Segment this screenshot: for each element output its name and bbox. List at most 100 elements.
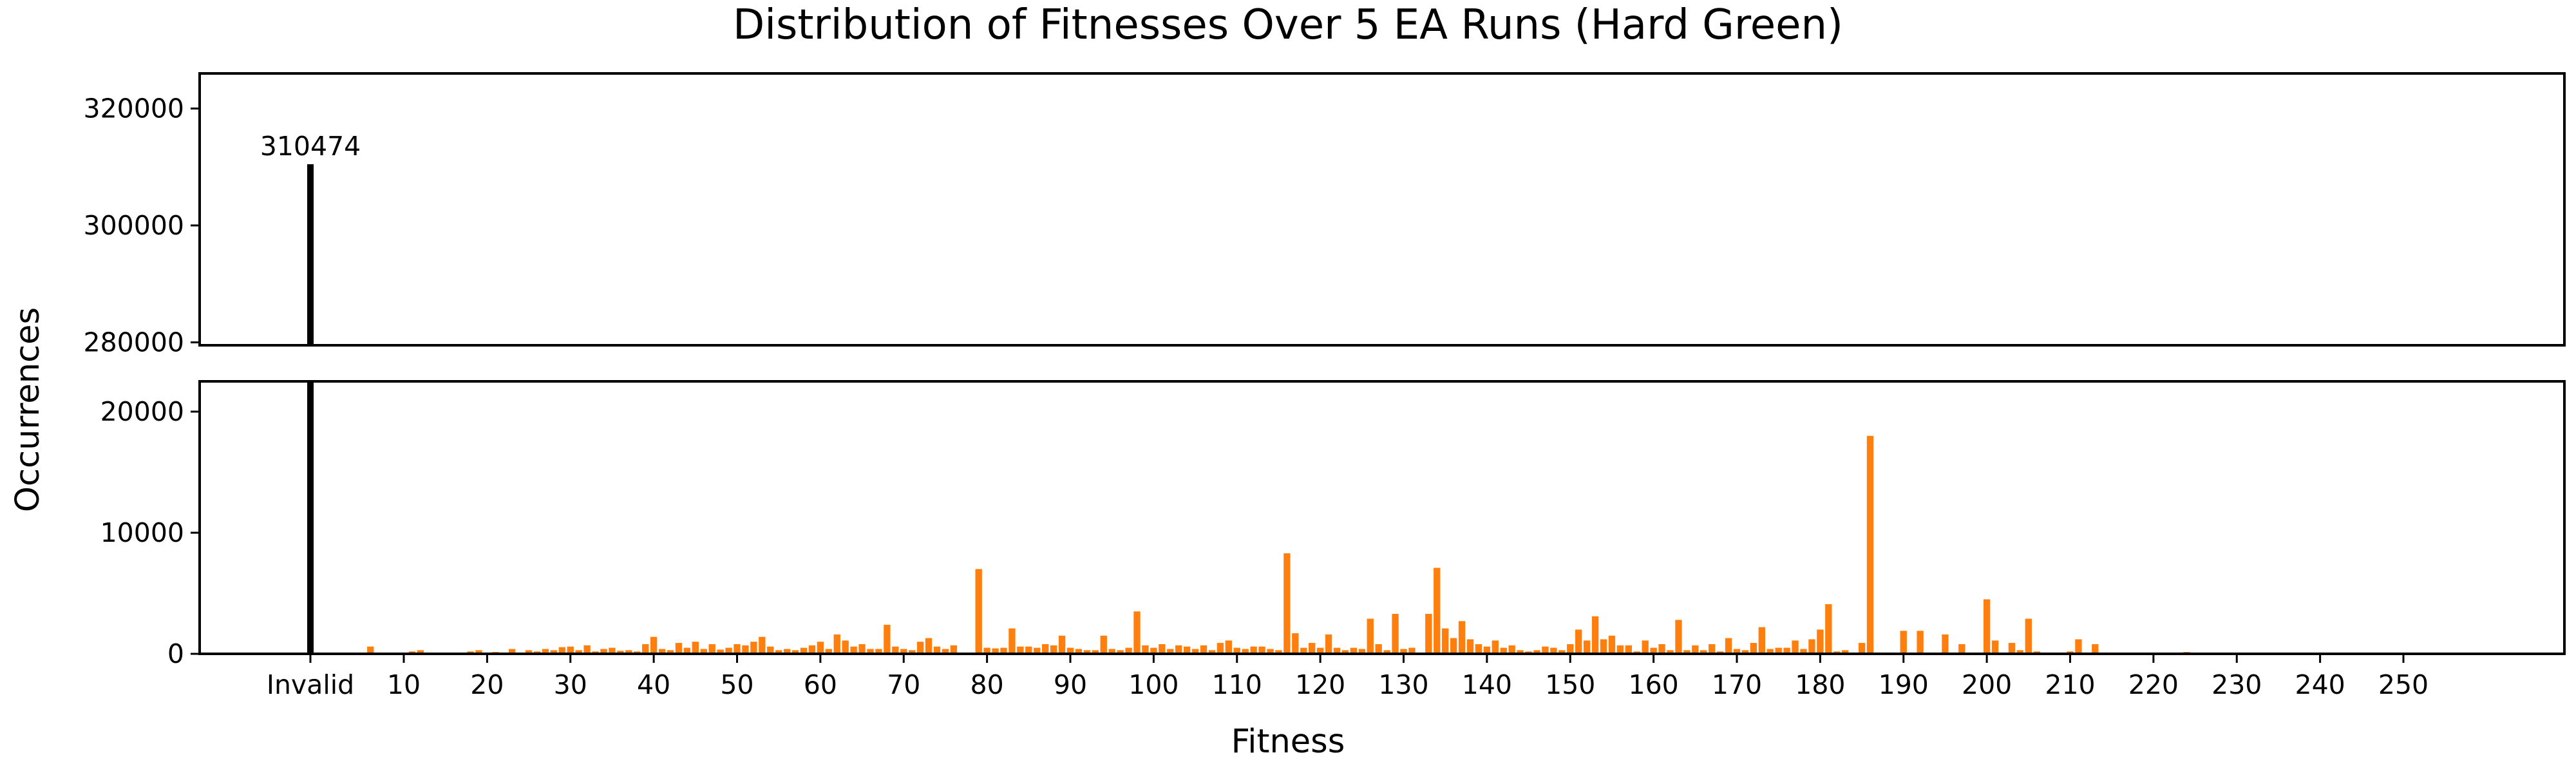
fitness-bar (2008, 643, 2016, 654)
fitness-bar (1208, 650, 1216, 654)
fitness-bar (1792, 640, 1799, 654)
fitness-bar (950, 645, 958, 654)
fitness-bar (1083, 650, 1091, 654)
fitness-bar (1658, 644, 1665, 654)
upper-panel-frame (198, 72, 2566, 347)
fitness-bar (1616, 645, 1624, 654)
fitness-bar (1558, 650, 1566, 654)
x-tick-label: 130 (1378, 669, 1428, 700)
fitness-bar (1758, 627, 1765, 654)
fitness-bar (1625, 645, 1632, 654)
x-tick-label: 110 (1212, 669, 1262, 700)
x-tick-label: 220 (2128, 669, 2179, 700)
fitness-bar (1825, 604, 1832, 654)
invalid-bar-lower (307, 381, 314, 654)
fitness-bar (1142, 645, 1149, 654)
fitness-bar (1183, 646, 1191, 654)
fitness-bar (1258, 646, 1265, 654)
fitness-bar (1475, 644, 1482, 654)
fitness-bar (975, 569, 982, 654)
fitness-bar (909, 650, 916, 654)
fitness-bar (1783, 647, 1790, 654)
fitness-bar (567, 646, 574, 654)
fitness-bar (550, 650, 558, 654)
fitness-bar (525, 650, 533, 654)
fitness-bar (417, 650, 424, 654)
fitness-bar (675, 643, 683, 654)
fitness-bar (1400, 649, 1407, 654)
fitness-bar (1942, 634, 1949, 654)
fitness-bar (1100, 635, 1107, 654)
fitness-bar (367, 646, 374, 654)
fitness-bar (875, 649, 882, 654)
fitness-bar (1392, 613, 1399, 654)
fitness-bar (1458, 621, 1466, 654)
x-tick-label: 170 (1712, 669, 1762, 700)
fitness-bar (1533, 650, 1540, 654)
fitness-bar (858, 644, 866, 654)
fitness-bar (1683, 650, 1690, 654)
fitness-bar (1858, 643, 1866, 654)
fitness-bar (1483, 646, 1491, 654)
fitness-bar (708, 644, 715, 654)
fitness-bar (916, 642, 924, 654)
fitness-bar (609, 647, 616, 654)
x-tick-label: 160 (1628, 669, 1678, 700)
fitness-bar (2092, 644, 2099, 654)
fitness-bar (1766, 649, 1774, 654)
fitness-bar (1508, 645, 1515, 654)
fitness-bar (1267, 649, 1274, 654)
fitness-bar (925, 638, 933, 654)
x-tick-label: 30 (554, 669, 587, 700)
fitness-bar (1350, 647, 1358, 654)
invalid-bar-upper (307, 164, 314, 345)
fitness-bar (825, 649, 832, 654)
fitness-bar (1675, 620, 1682, 654)
fitness-bar (900, 649, 907, 654)
x-axis-label: Fitness (1231, 723, 1345, 761)
fitness-bar (1009, 628, 1016, 654)
x-tick-label: 20 (470, 669, 504, 700)
fitness-bar (1092, 650, 1099, 654)
fitness-bar (1450, 638, 1457, 654)
fitness-bar (1492, 640, 1499, 654)
fitness-bar (1017, 646, 1024, 654)
upper-y-tick-label: 280000 (83, 327, 184, 358)
invalid-count-annotation: 310474 (260, 131, 361, 162)
y-axis-label: Occurrences (9, 307, 47, 512)
fitness-bar (992, 648, 999, 654)
fitness-bar (1125, 647, 1132, 654)
x-tick-label: 240 (2295, 669, 2345, 700)
fitness-bar (1058, 635, 1066, 654)
fitness-bar (1567, 644, 1574, 654)
fitness-bar (642, 644, 649, 654)
fitness-bar (1034, 647, 1041, 654)
fitness-bar (1175, 645, 1182, 654)
fitness-bar (942, 649, 949, 654)
fitness-bar (1233, 647, 1240, 654)
fitness-bar (1733, 649, 1741, 654)
fitness-bar (1167, 649, 1174, 654)
x-tick-label: 200 (1962, 669, 2012, 700)
fitness-bar (2075, 639, 2082, 654)
fitness-bar (742, 645, 749, 654)
fitness-bar (867, 649, 874, 654)
x-tick-label: 80 (971, 669, 1004, 700)
fitness-bar (717, 649, 724, 654)
fitness-bar (617, 651, 624, 654)
fitness-bar (1117, 650, 1124, 654)
fitness-bar (1383, 650, 1390, 654)
fitness-bar (1309, 643, 1316, 654)
fitness-bar (700, 649, 707, 654)
x-tick-label: 60 (804, 669, 837, 700)
fitness-bar (2016, 650, 2024, 654)
fitness-bar (1434, 568, 1441, 654)
fitness-bar (933, 646, 941, 654)
fitness-bar (1275, 650, 1282, 654)
x-tick-label: 180 (1795, 669, 1845, 700)
fitness-bar (1066, 647, 1074, 654)
x-tick-label: 150 (1545, 669, 1595, 700)
fitness-bar (759, 636, 766, 654)
fitness-bar (509, 649, 516, 654)
